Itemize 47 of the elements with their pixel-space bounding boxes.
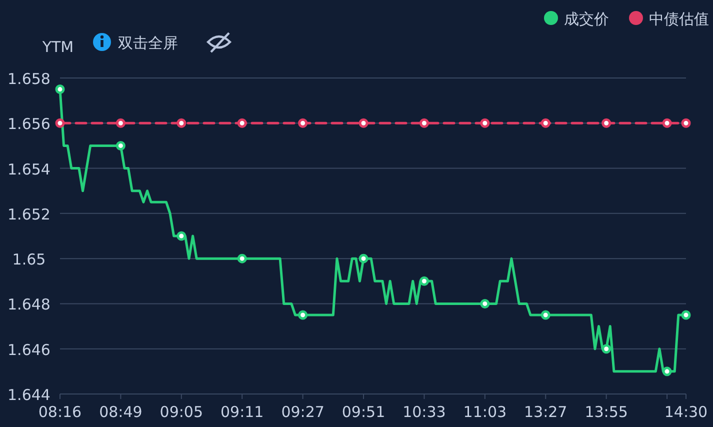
point bbox=[116, 140, 126, 150]
x-tick-label: 13:55 bbox=[584, 403, 628, 421]
point bbox=[662, 118, 672, 128]
y-tick-label: 1.652 bbox=[8, 205, 50, 224]
y-tick-label: 1.644 bbox=[8, 386, 50, 404]
point bbox=[419, 118, 429, 128]
point bbox=[602, 344, 612, 354]
point bbox=[681, 310, 691, 320]
x-tick-label: 13:27 bbox=[524, 403, 568, 421]
point bbox=[540, 310, 550, 320]
y-tick-label: 1.656 bbox=[8, 115, 50, 134]
x-tick-label: 09:05 bbox=[160, 403, 204, 421]
point bbox=[176, 118, 186, 128]
legend-label: 中债估值 bbox=[649, 10, 709, 28]
y-tick-label: 1.646 bbox=[8, 340, 50, 359]
y-tick-label: 1.65 bbox=[12, 250, 46, 269]
point bbox=[358, 254, 368, 264]
point bbox=[480, 118, 490, 128]
point bbox=[116, 118, 126, 128]
x-tick-label: 09:27 bbox=[281, 403, 324, 421]
point bbox=[237, 118, 247, 128]
x-tick-label: 11:03 bbox=[463, 403, 507, 421]
point bbox=[602, 118, 612, 128]
point bbox=[298, 310, 308, 320]
text: 双击全屏 bbox=[118, 34, 178, 52]
y-tick-label: 1.648 bbox=[8, 296, 50, 314]
point bbox=[358, 118, 368, 128]
y-tick-label: 1.654 bbox=[8, 160, 50, 178]
point bbox=[55, 118, 65, 128]
x-tick-label: 10:33 bbox=[402, 403, 446, 421]
point bbox=[237, 254, 247, 264]
y-axis-title: YTM bbox=[41, 38, 74, 56]
legend-label: 成交价 bbox=[564, 10, 609, 28]
x-tick-label: 09:51 bbox=[342, 403, 386, 421]
x-tick-label: 14:30 bbox=[664, 403, 708, 421]
x-tick-label: 09:11 bbox=[220, 403, 264, 421]
point bbox=[298, 118, 308, 128]
point bbox=[176, 231, 186, 241]
point bbox=[419, 276, 429, 286]
x-tick-label: 08:16 bbox=[38, 403, 82, 421]
point bbox=[662, 366, 672, 376]
point bbox=[55, 84, 65, 94]
y-tick-label: 1.658 bbox=[8, 70, 50, 88]
x-tick-label: 08:49 bbox=[99, 403, 142, 421]
point bbox=[681, 118, 691, 128]
point bbox=[540, 118, 550, 128]
point bbox=[480, 298, 490, 308]
